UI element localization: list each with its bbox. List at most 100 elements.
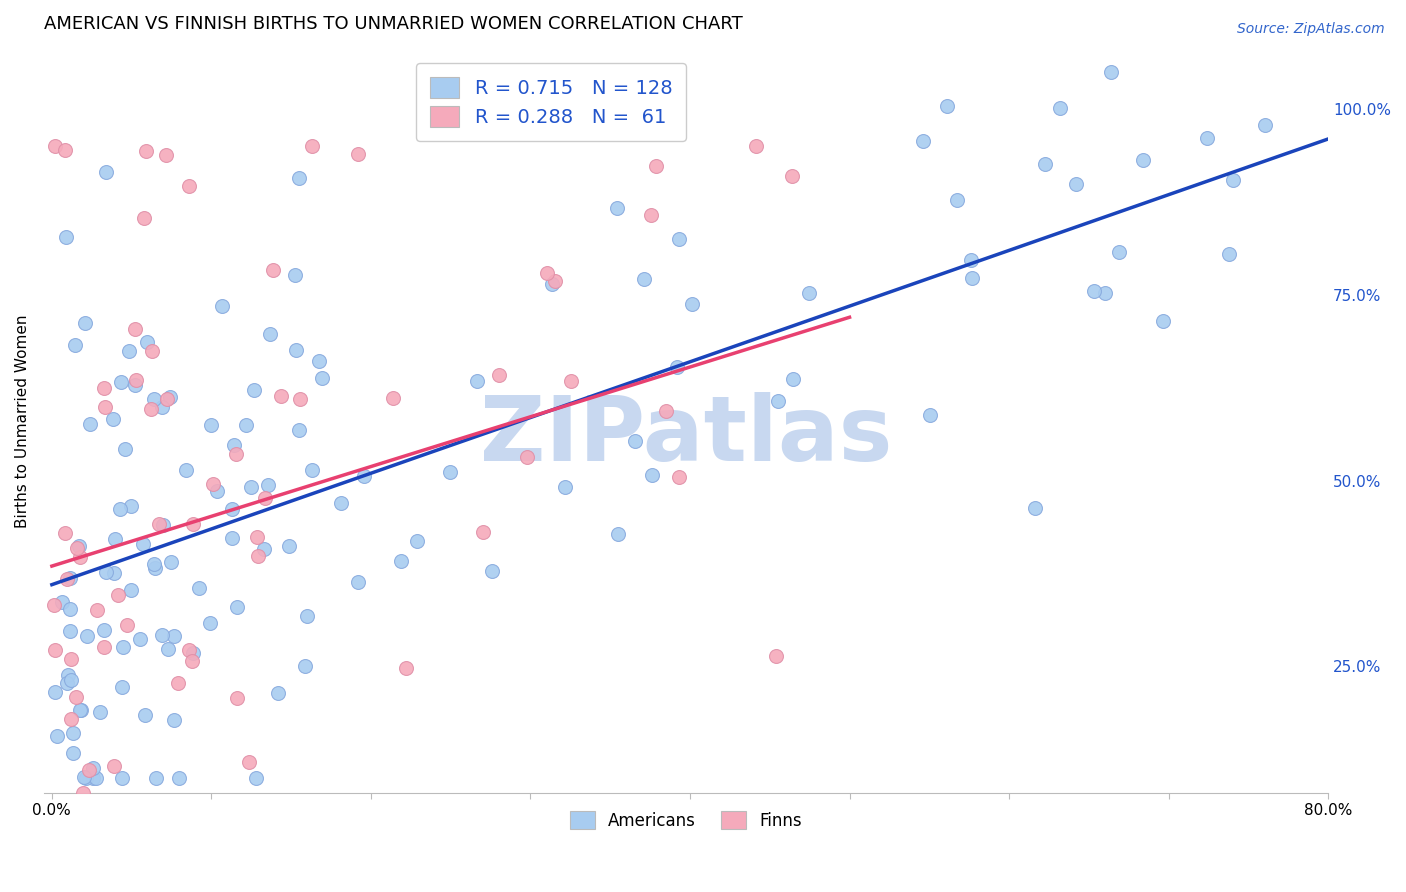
Point xyxy=(911,134,934,148)
Point xyxy=(114,442,136,456)
Point xyxy=(1197,131,1219,145)
Point xyxy=(77,763,100,777)
Point xyxy=(655,404,678,418)
Point xyxy=(159,555,181,569)
Point xyxy=(544,274,567,288)
Point xyxy=(163,629,186,643)
Point xyxy=(235,417,257,432)
Point xyxy=(226,690,249,705)
Point xyxy=(246,549,269,564)
Point xyxy=(554,480,576,494)
Point xyxy=(644,160,666,174)
Point xyxy=(516,450,538,464)
Point xyxy=(1254,118,1277,132)
Point xyxy=(65,690,87,705)
Point xyxy=(211,299,233,313)
Point xyxy=(125,373,148,387)
Point xyxy=(135,144,157,158)
Point xyxy=(148,517,170,532)
Point xyxy=(62,747,84,761)
Point xyxy=(67,539,90,553)
Point xyxy=(120,499,142,513)
Point xyxy=(246,530,269,544)
Point xyxy=(89,705,111,719)
Point xyxy=(69,550,91,565)
Point xyxy=(70,703,93,717)
Point xyxy=(780,169,803,183)
Point xyxy=(136,334,159,349)
Point xyxy=(129,632,152,647)
Point xyxy=(330,496,353,510)
Point xyxy=(668,470,690,484)
Point xyxy=(56,676,79,690)
Point xyxy=(145,561,167,575)
Point xyxy=(200,417,222,432)
Point xyxy=(1033,157,1056,171)
Point xyxy=(58,667,80,681)
Point xyxy=(239,480,262,494)
Point xyxy=(467,374,489,388)
Point xyxy=(207,484,229,499)
Point xyxy=(118,343,141,358)
Point xyxy=(111,640,134,655)
Point xyxy=(200,616,222,631)
Point xyxy=(782,371,804,385)
Text: AMERICAN VS FINNISH BIRTHS TO UNMARRIED WOMEN CORRELATION CHART: AMERICAN VS FINNISH BIRTHS TO UNMARRIED … xyxy=(44,15,742,33)
Point xyxy=(945,194,967,208)
Point xyxy=(120,583,142,598)
Point xyxy=(405,534,427,549)
Point xyxy=(1024,500,1046,515)
Point xyxy=(93,640,115,654)
Point xyxy=(42,598,65,612)
Point xyxy=(141,343,163,358)
Point xyxy=(134,211,156,225)
Point xyxy=(73,770,96,784)
Point xyxy=(395,661,418,675)
Point xyxy=(540,277,562,292)
Point xyxy=(51,594,73,608)
Point xyxy=(141,401,163,416)
Point xyxy=(159,390,181,404)
Point xyxy=(347,147,370,161)
Point xyxy=(389,554,412,568)
Point xyxy=(55,230,77,244)
Point xyxy=(143,557,166,571)
Point xyxy=(353,468,375,483)
Point xyxy=(288,170,311,185)
Point xyxy=(253,491,276,505)
Point xyxy=(82,761,104,775)
Point xyxy=(60,712,83,726)
Point xyxy=(481,564,503,578)
Point xyxy=(381,391,404,405)
Point xyxy=(245,771,267,785)
Point xyxy=(94,565,117,579)
Point xyxy=(180,654,202,668)
Point xyxy=(226,599,249,614)
Point xyxy=(1094,286,1116,301)
Point xyxy=(202,477,225,491)
Point xyxy=(1083,284,1105,298)
Point xyxy=(297,608,319,623)
Text: ZIPatlas: ZIPatlas xyxy=(479,392,893,480)
Point xyxy=(59,624,82,639)
Point xyxy=(641,467,664,482)
Point xyxy=(183,517,205,532)
Point xyxy=(167,771,190,785)
Point xyxy=(222,438,245,452)
Point xyxy=(103,759,125,773)
Point xyxy=(1108,245,1130,260)
Point xyxy=(665,359,688,374)
Point xyxy=(76,771,98,785)
Point xyxy=(55,526,77,541)
Point xyxy=(111,771,134,785)
Point xyxy=(44,139,66,153)
Point xyxy=(284,268,307,282)
Point xyxy=(59,673,82,687)
Point xyxy=(633,272,655,286)
Point xyxy=(960,270,983,285)
Point xyxy=(55,573,77,587)
Point xyxy=(59,571,82,585)
Point xyxy=(142,392,165,406)
Point xyxy=(145,771,167,785)
Point xyxy=(560,374,582,388)
